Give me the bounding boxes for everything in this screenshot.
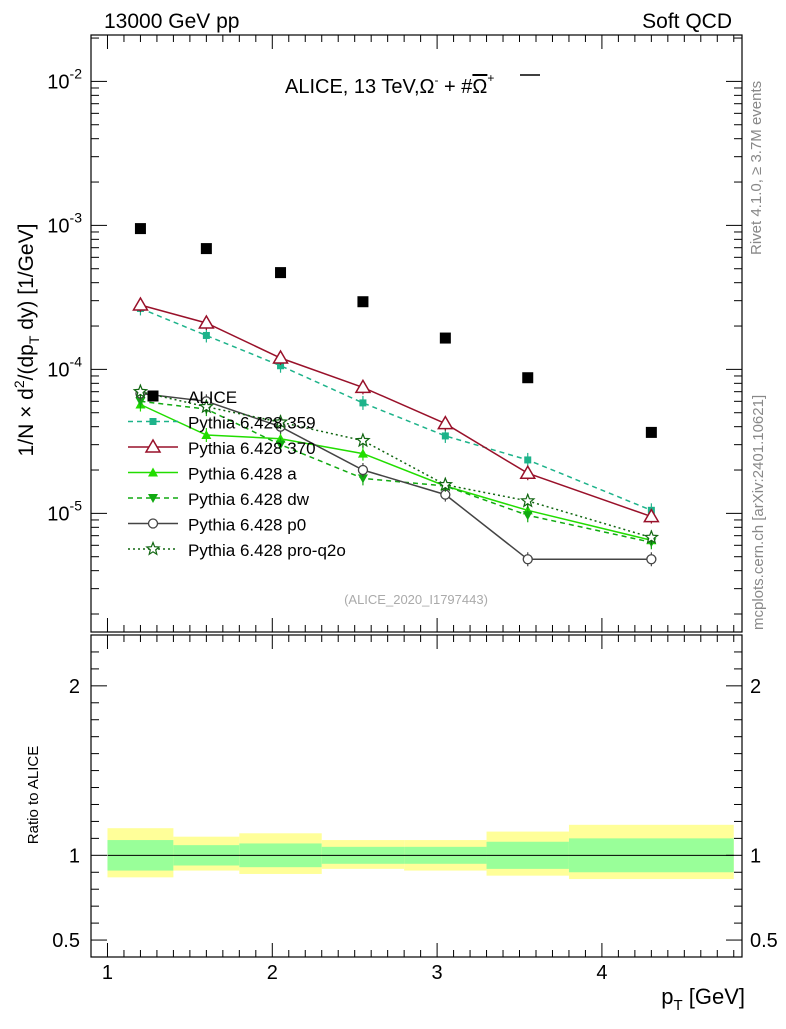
series-line (140, 304, 652, 518)
data-point (202, 331, 210, 339)
legend-entry-pq2o: Pythia 6.428 pro-q2o (128, 540, 346, 560)
data-point (524, 456, 532, 464)
main-plot-area (132, 223, 660, 567)
rivet-version-label: Rivet 4.1.0, ≥ 3.7M events (748, 81, 765, 255)
data-point (355, 432, 371, 448)
data-point (441, 432, 449, 440)
data-point (354, 378, 372, 394)
header-left-label: 13000 GeV pp (104, 10, 239, 33)
series-data (134, 223, 657, 438)
series-pq2o (132, 383, 660, 545)
legend-marker (149, 418, 157, 425)
y-tick-label: 10-2 (47, 65, 82, 93)
legend-label: Pythia 6.428 dw (188, 490, 310, 509)
main-plot-frame (90, 34, 743, 633)
ratio-plot-frame (90, 634, 743, 958)
data-point (357, 448, 368, 458)
data-point (522, 372, 534, 384)
data-point (520, 492, 536, 508)
data-point (275, 440, 286, 450)
data-point (272, 349, 289, 364)
legend-label: Pythia 6.428 370 (188, 439, 316, 458)
ratio-y-tick-label-right: 0.5 (750, 930, 778, 952)
legend-marker (145, 540, 161, 556)
ratio-y-tick-label-right: 2 (750, 676, 761, 698)
ratio-y-tick-label: 2 (69, 676, 80, 698)
data-point (200, 243, 212, 255)
x-axis-label: pT [GeV] (661, 984, 745, 1014)
legend-marker (147, 390, 159, 402)
series-p359 (136, 301, 655, 518)
data-point (135, 397, 146, 407)
ratio-y-axis-label: Ratio to ALICE (25, 746, 42, 844)
data-point (439, 332, 451, 344)
data-point (357, 464, 369, 476)
data-point (643, 529, 660, 545)
data-point (198, 398, 215, 414)
data-point (522, 554, 533, 565)
data-point (645, 426, 657, 438)
plot-title: ALICE, 13 TeV,Ω- + #Ω+ (285, 71, 494, 98)
y-tick-label: 10-5 (47, 497, 82, 525)
legend-label: Pythia 6.428 a (188, 465, 297, 484)
x-tick-label: 3 (432, 962, 443, 984)
data-point (277, 362, 285, 370)
legend-label: Pythia 6.428 p0 (188, 516, 306, 535)
data-point (198, 314, 215, 329)
legend-marker (148, 467, 158, 477)
ratio-bands (107, 824, 734, 880)
data-point (643, 508, 660, 523)
legend-entry-pa: Pythia 6.428 a (128, 465, 297, 484)
data-point (359, 399, 367, 407)
data-point (357, 296, 369, 308)
axis-ticks (91, 35, 742, 957)
data-point (132, 296, 149, 311)
x-tick-label: 1 (102, 962, 113, 984)
legend-entry-p359: Pythia 6.428 359 (128, 414, 316, 433)
legend-marker (144, 438, 162, 453)
data-point (646, 554, 657, 565)
data-point (519, 464, 537, 479)
ratio-y-tick-label: 0.5 (52, 930, 80, 952)
data-point (522, 511, 533, 521)
header-right-label: Soft QCD (642, 10, 732, 33)
legend-entry-data: ALICE (147, 388, 237, 407)
legend-label: Pythia 6.428 pro-q2o (188, 541, 346, 560)
legend-entry-pp0: Pythia 6.428 p0 (128, 516, 306, 535)
legend-label: ALICE (188, 388, 237, 407)
axis-tick-labels: 1 2 3 4 10-2 10-3 10-4 10-5 0.5 0.5 1 1 2 2 (47, 65, 778, 984)
data-point (437, 476, 454, 492)
main-y-axis-label: 1/N × d2/(dpT dy) [1/GeV] (11, 224, 42, 457)
data-point (134, 223, 146, 235)
data-point (132, 383, 149, 399)
data-point (437, 415, 454, 430)
y-tick-label: 10-3 (47, 209, 82, 237)
ratio-y-tick-label-right: 1 (750, 845, 761, 867)
legend-label: Pythia 6.428 359 (188, 414, 316, 433)
legend-entry-pdw: Pythia 6.428 dw (128, 490, 310, 509)
legend-marker (148, 494, 158, 503)
x-tick-label: 2 (267, 962, 278, 984)
ratio-y-tick-label: 1 (69, 845, 80, 867)
data-point (275, 267, 287, 279)
mcplots-url-label: mcplots.cern.ch [arXiv:2401.10621] (750, 395, 767, 630)
legend-marker (147, 518, 159, 529)
analysis-id-label: (ALICE_2020_I1797443) (344, 592, 488, 607)
y-tick-label: 10-4 (47, 353, 82, 381)
series-p370 (132, 296, 660, 524)
legend-entry-p370: Pythia 6.428 370 (128, 438, 316, 458)
legend: ALICE Pythia 6.428 359 Pythia 6.428 370 Pyt… (128, 388, 346, 560)
data-point (272, 414, 289, 429)
x-tick-label: 4 (596, 962, 607, 984)
data-point (357, 474, 368, 484)
data-point (201, 430, 212, 440)
